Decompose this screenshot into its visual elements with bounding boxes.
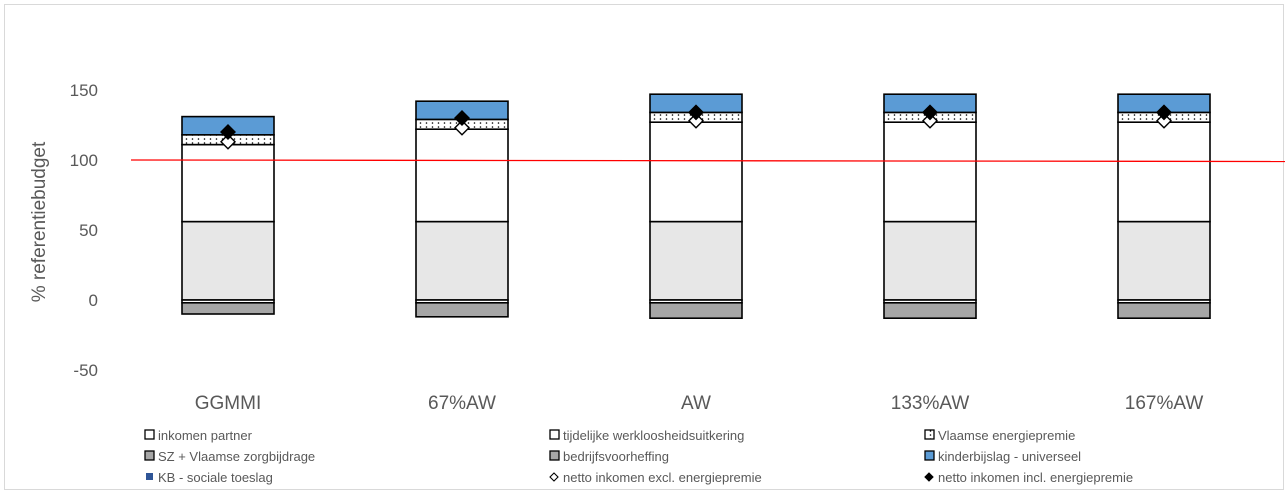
marker-incl-energiepremie bbox=[454, 110, 470, 126]
reference-line bbox=[130, 159, 1286, 163]
legend-label: Vlaamse energiepremie bbox=[938, 428, 1075, 443]
legend-symbol bbox=[146, 473, 153, 480]
legend-symbol bbox=[924, 429, 935, 440]
marker-excl-energiepremie bbox=[220, 133, 236, 150]
chart-frame: % referentiebudget -50 0 50 100 150 GGMMI 67%… bbox=[4, 4, 1286, 490]
category-label: GGMMI bbox=[195, 393, 262, 414]
marker-incl-energiepremie bbox=[688, 104, 704, 121]
y-axis-title: % referentiebudget bbox=[29, 141, 50, 302]
marker-incl-energiepremie bbox=[1156, 104, 1172, 121]
bar-segment bbox=[415, 220, 509, 301]
bar-segment bbox=[649, 121, 743, 223]
marker-incl-energiepremie bbox=[922, 104, 938, 121]
bar-segment bbox=[181, 220, 275, 301]
legend-label: kinderbijslag - universeel bbox=[938, 449, 1081, 464]
category-label: AW bbox=[681, 393, 711, 414]
bar-segment bbox=[883, 220, 977, 301]
legend-label: bedrijfsvoorheffing bbox=[563, 449, 669, 464]
y-tick-label: 0 bbox=[89, 291, 98, 310]
bar-segment bbox=[1117, 301, 1211, 319]
legend-label: KB - sociale toeslag bbox=[158, 470, 273, 485]
legend-label: tijdelijke werkloosheidsuitkering bbox=[563, 428, 744, 443]
marker-excl-energiepremie bbox=[922, 112, 938, 129]
y-tick-label: 50 bbox=[79, 221, 98, 240]
legend-label: SZ + Vlaamse zorgbijdrage bbox=[158, 449, 315, 464]
legend-symbol bbox=[924, 472, 934, 482]
marker-excl-energiepremie bbox=[688, 112, 704, 129]
y-tick-label: 150 bbox=[70, 81, 98, 100]
legend-symbol bbox=[549, 429, 560, 440]
legend-symbol bbox=[549, 450, 560, 461]
bar-segment bbox=[181, 143, 275, 223]
marker-excl-energiepremie bbox=[1156, 112, 1172, 129]
legend-label: netto inkomen excl. energiepremie bbox=[563, 470, 762, 485]
legend-label: inkomen partner bbox=[158, 428, 253, 443]
bar-segment bbox=[1117, 220, 1211, 301]
marker-incl-energiepremie bbox=[220, 124, 236, 140]
bar-segment bbox=[181, 301, 275, 315]
category-label: 167%AW bbox=[1125, 393, 1204, 414]
legend-label: netto inkomen incl. energiepremie bbox=[938, 470, 1133, 485]
bar-segment bbox=[883, 301, 977, 319]
stacked-bar-chart: % referentiebudget -50 0 50 100 150 GGMMI 67%… bbox=[29, 81, 1286, 485]
bar-segment bbox=[649, 301, 743, 319]
bar-segment bbox=[883, 121, 977, 223]
y-tick-label: -50 bbox=[73, 361, 98, 380]
legend-symbol bbox=[144, 450, 155, 461]
legend-symbol bbox=[549, 472, 559, 482]
category-label: 133%AW bbox=[891, 393, 970, 414]
legend-symbol bbox=[924, 450, 935, 461]
bar-segment bbox=[415, 301, 509, 318]
legend-symbol bbox=[144, 429, 155, 440]
bar-segment bbox=[649, 220, 743, 301]
category-label: 67%AW bbox=[428, 393, 496, 414]
bar-segment bbox=[415, 128, 509, 223]
bar-segment bbox=[1117, 121, 1211, 223]
y-tick-label: 100 bbox=[70, 151, 98, 170]
marker-excl-energiepremie bbox=[454, 119, 470, 136]
